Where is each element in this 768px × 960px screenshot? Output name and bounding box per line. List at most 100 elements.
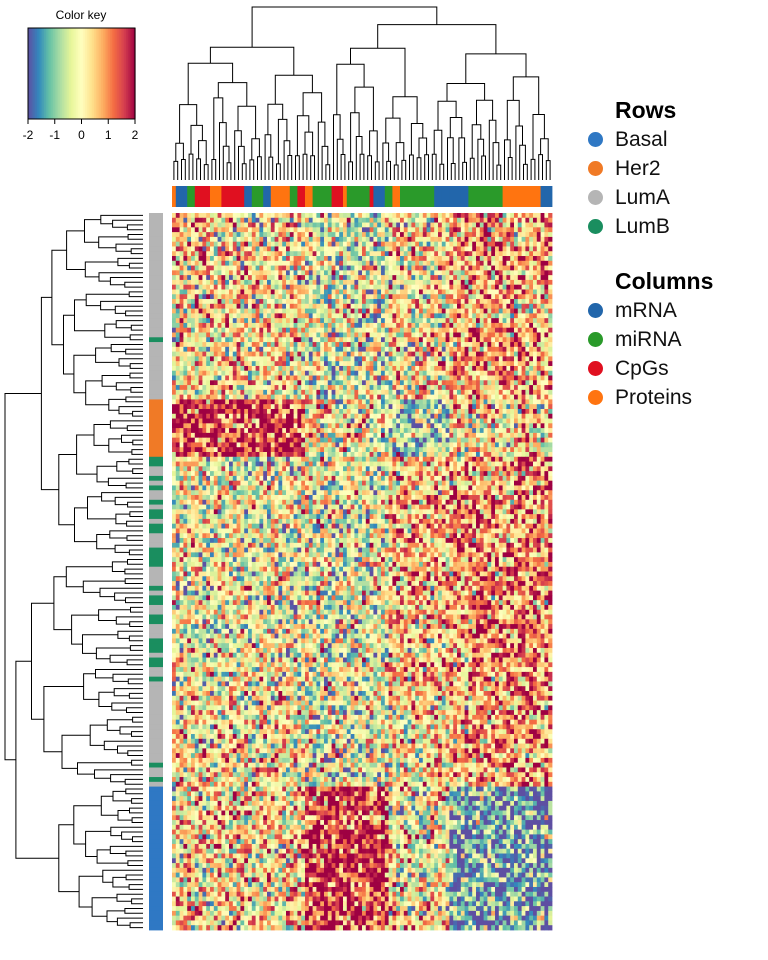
heatmap-cell	[430, 375, 435, 381]
heatmap-cell	[426, 380, 431, 386]
heatmap-cell	[293, 351, 298, 357]
heatmap-cell	[202, 380, 207, 386]
column-dendrogram-branch	[369, 130, 378, 162]
heatmap-cell	[506, 251, 511, 257]
heatmap-cell	[415, 327, 420, 333]
heatmap-cell	[533, 380, 538, 386]
heatmap-cell	[312, 279, 317, 286]
heatmap-cell	[548, 256, 553, 262]
heatmap-cell	[445, 246, 450, 252]
heatmap-cell	[343, 399, 348, 405]
heatmap-cell	[487, 270, 492, 276]
heatmap-cell	[172, 342, 177, 348]
column-annotation-cell	[517, 186, 522, 207]
heatmap-cell	[472, 361, 477, 367]
heatmap-cell	[514, 265, 519, 271]
heatmap-cell	[377, 265, 382, 271]
row-dendrogram-branch	[109, 845, 143, 854]
heatmap-cell	[453, 342, 458, 348]
heatmap-cell	[540, 256, 545, 262]
heatmap-cell	[540, 351, 545, 357]
heatmap-cell	[502, 294, 507, 300]
heatmap-cell	[308, 260, 313, 266]
heatmap-cell	[548, 260, 553, 266]
heatmap-cell	[422, 256, 427, 262]
heatmap-cell	[194, 241, 199, 247]
heatmap-cell	[472, 299, 477, 305]
heatmap-cell	[240, 236, 245, 243]
heatmap-cell	[468, 279, 473, 286]
heatmap-cell	[548, 241, 553, 247]
heatmap-cell	[430, 222, 435, 228]
heatmap-cell	[225, 246, 230, 252]
heatmap-cell	[536, 294, 541, 300]
heatmap-cell	[453, 418, 458, 424]
heatmap-cell	[373, 375, 378, 381]
heatmap-cell	[533, 241, 538, 247]
heatmap-cell	[289, 351, 294, 357]
heatmap-cell	[457, 361, 462, 367]
heatmap-cell	[297, 332, 302, 338]
heatmap-cell	[320, 318, 325, 324]
row-dendrogram-branch	[132, 468, 143, 474]
heatmap-cell	[525, 375, 530, 381]
heatmap-cell	[533, 260, 538, 266]
heatmap-cell	[293, 265, 298, 271]
heatmap-cell	[536, 275, 541, 281]
heatmap-cell	[544, 213, 549, 219]
heatmap-cell	[274, 351, 279, 357]
color-key-swatch	[54, 28, 58, 119]
heatmap-cell	[365, 241, 370, 247]
heatmap-cell	[270, 260, 275, 266]
heatmap-cell	[202, 389, 207, 396]
heatmap-cell	[365, 361, 370, 367]
heatmap-cell	[407, 370, 412, 376]
heatmap-cell	[289, 337, 294, 343]
heatmap-cell	[175, 327, 180, 333]
heatmap-cell	[400, 299, 405, 305]
heatmap-cell	[468, 389, 473, 396]
heatmap-cell	[453, 365, 458, 372]
heatmap-cell	[339, 404, 344, 410]
heatmap-cell	[502, 313, 507, 319]
heatmap-cell	[479, 303, 484, 309]
heatmap-cell	[445, 365, 450, 372]
heatmap-cell	[536, 380, 541, 386]
heatmap-cell	[232, 313, 237, 319]
heatmap-cell	[434, 251, 439, 257]
heatmap-cell	[210, 251, 215, 257]
heatmap-cell	[335, 318, 340, 324]
column-dendrogram-branch	[393, 164, 399, 180]
row-annotation-cell	[149, 628, 163, 635]
row-annotation-cell	[149, 514, 163, 520]
heatmap-cell	[308, 346, 313, 353]
heatmap-cell	[308, 213, 313, 219]
column-annotation-cell	[270, 186, 275, 207]
heatmap-cell	[403, 342, 408, 348]
heatmap-cell	[502, 217, 507, 223]
heatmap-cell	[529, 327, 534, 333]
heatmap-cell	[202, 399, 207, 405]
heatmap-cell	[362, 408, 367, 415]
heatmap-cell	[305, 327, 310, 333]
heatmap-cell	[187, 342, 192, 348]
row-dendrogram-branch	[126, 425, 143, 431]
heatmap-cell	[229, 399, 234, 405]
heatmap-cell	[441, 289, 446, 295]
heatmap-cell	[251, 332, 256, 338]
heatmap-cell	[187, 217, 192, 223]
heatmap-cell	[403, 346, 408, 353]
heatmap-cell	[540, 337, 545, 343]
heatmap-cell	[400, 256, 405, 262]
heatmap-cell	[358, 256, 363, 262]
heatmap-cell	[377, 289, 382, 295]
heatmap-cell	[529, 284, 534, 290]
heatmap-cell	[400, 389, 405, 396]
heatmap-cell	[483, 389, 488, 396]
heatmap-cell	[244, 408, 249, 415]
heatmap-cell	[396, 332, 401, 338]
heatmap-cell	[517, 375, 522, 381]
heatmap-cell	[407, 322, 412, 329]
heatmap-cell	[381, 370, 386, 376]
heatmap-cell	[548, 346, 553, 353]
